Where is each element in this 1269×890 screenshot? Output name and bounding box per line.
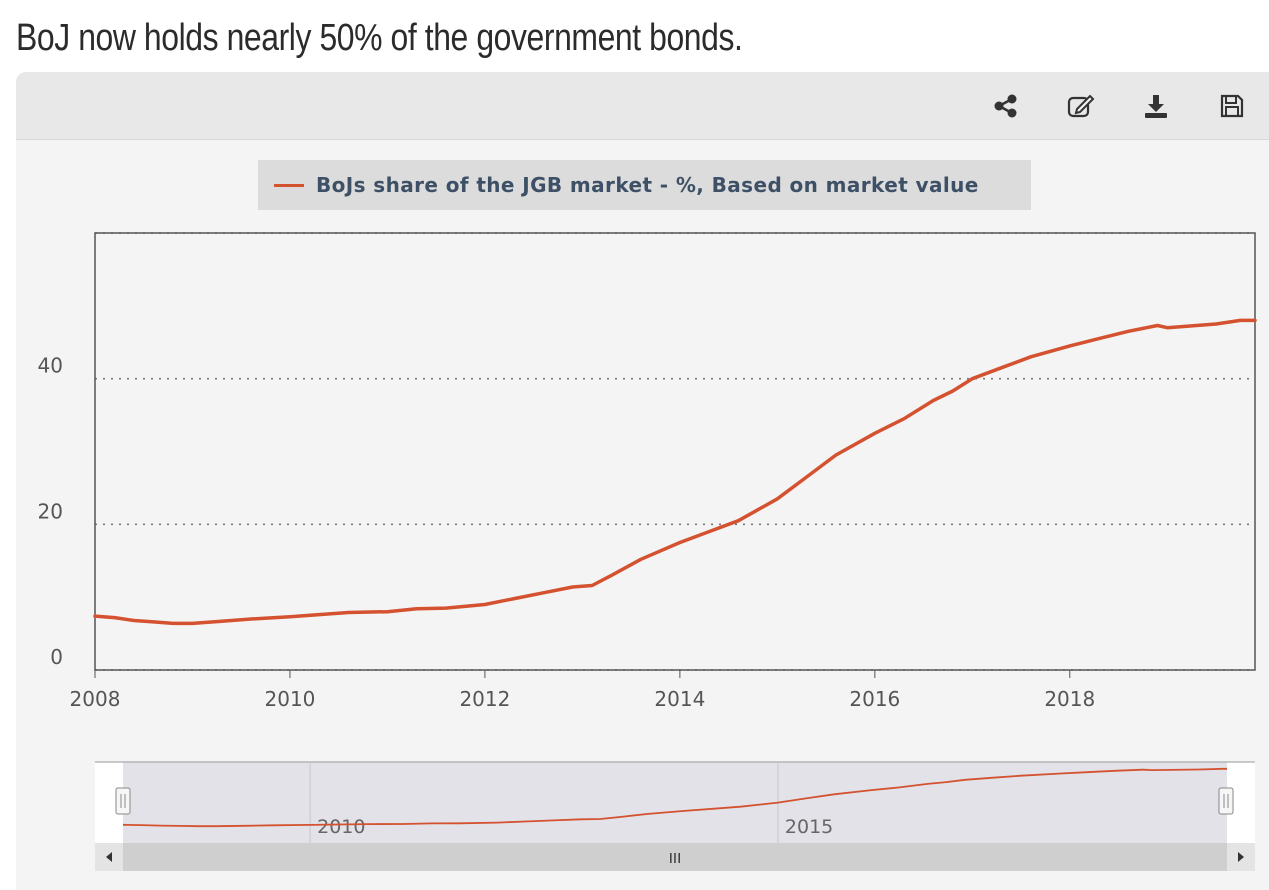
chart-panel: BoJs share of the JGB market - %, Based … (16, 72, 1269, 890)
navigator-right-handle[interactable] (1218, 787, 1234, 815)
navigator-left-handle[interactable] (115, 787, 131, 815)
edit-icon (1067, 94, 1095, 118)
x-tick-label: 2014 (654, 687, 705, 711)
y-tick-label: 20 (38, 499, 63, 523)
download-button[interactable] (1140, 90, 1172, 122)
plot-area-border (94, 232, 1256, 671)
legend-series-swatch (274, 183, 304, 187)
scrollbar[interactable]: III (95, 843, 1255, 871)
navigator-tick-label: 2015 (785, 816, 833, 838)
scroll-thumb[interactable] (123, 843, 1227, 871)
share-icon (994, 94, 1017, 118)
scroll-thumb-grip: III (669, 850, 682, 867)
x-tick-label: 2012 (459, 687, 510, 711)
navigator-tick-label: 2010 (317, 816, 365, 838)
x-tick-label: 2010 (265, 687, 316, 711)
navigator-series-line (122, 767, 1227, 828)
chart-legend[interactable]: BoJs share of the JGB market - %, Based … (258, 160, 1031, 210)
download-icon (1145, 95, 1167, 118)
legend-series-label: BoJs share of the JGB market - %, Based … (316, 173, 979, 197)
scroll-right-arrow-icon (1238, 852, 1244, 862)
x-tick-label: 2008 (70, 687, 121, 711)
y-tick-label: 40 (38, 354, 63, 378)
page-title: BoJ now holds nearly 50% of the governme… (16, 17, 743, 59)
share-button[interactable] (990, 90, 1022, 122)
edit-button[interactable] (1065, 90, 1097, 122)
series-line (93, 318, 1257, 626)
x-tick-label: 2016 (849, 687, 900, 711)
navigator: 2010 2015 (95, 761, 1255, 843)
save-button[interactable] (1216, 90, 1248, 122)
navigator-selection[interactable] (123, 762, 1227, 843)
scroll-left-arrow-icon (106, 852, 112, 862)
chart-toolbar (16, 72, 1269, 140)
x-tick-label: 2018 (1044, 687, 1095, 711)
y-tick-label: 0 (50, 645, 63, 669)
save-icon (1220, 94, 1244, 118)
